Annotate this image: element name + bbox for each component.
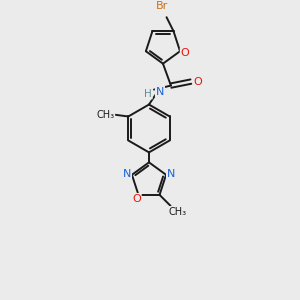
Text: H: H [144, 88, 152, 99]
Text: N: N [167, 169, 175, 179]
Text: O: O [194, 76, 202, 87]
Text: Br: Br [155, 1, 168, 11]
Text: N: N [123, 169, 131, 179]
Text: CH₃: CH₃ [168, 207, 187, 217]
Text: N: N [156, 87, 164, 97]
Text: O: O [181, 48, 189, 58]
Text: CH₃: CH₃ [96, 110, 114, 119]
Text: O: O [132, 194, 141, 204]
